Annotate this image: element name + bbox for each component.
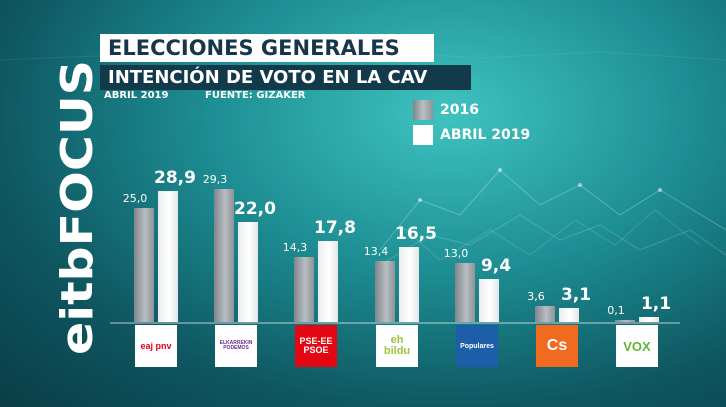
value-label-2016: 0,1 (607, 304, 625, 317)
value-label-2019: 16,5 (395, 223, 437, 244)
value-label-2019: 3,1 (560, 284, 592, 305)
value-label-2016: 14,3 (282, 240, 308, 254)
value-label-2016: 25,0 (122, 192, 148, 206)
legend-swatch-2019 (413, 125, 433, 145)
party-logo-cs: Cs (536, 325, 578, 367)
bar-2016 (455, 262, 475, 322)
party-logo-text: Cs (546, 337, 568, 354)
bar-2016 (294, 256, 314, 322)
bar-2019 (158, 190, 178, 322)
value-label-2019: 17,8 (314, 218, 356, 238)
party-logo-podemos: ELKARREKIN PODEMOS (215, 325, 257, 367)
legend-swatch-2016 (413, 100, 433, 120)
party-logo-text: Populares (460, 342, 494, 350)
party-logo-pnv: eaj pnv (135, 325, 177, 367)
chart-source: FUENTE: GIZAKER (205, 90, 306, 101)
party-logo-text: PSE-EE PSOE (299, 336, 333, 355)
value-label-2019: 22,0 (234, 198, 276, 219)
eitb-focus-logo: eitbFOCUS (52, 60, 100, 355)
chart-subtitle: INTENCIÓN DE VOTO EN LA CAV (100, 65, 471, 90)
legend-label-2016: 2016 (440, 102, 479, 118)
bar-2019 (639, 316, 659, 322)
party-logo-text: ELKARREKIN PODEMOS (219, 340, 253, 351)
chart-title: ELECCIONES GENERALES (100, 34, 434, 62)
value-label-2016: 29,3 (202, 172, 228, 186)
party-logo-bildu: eh bildu (376, 325, 418, 367)
bar-2016 (134, 208, 154, 322)
party-logo-text: VOX (623, 338, 651, 354)
party-logo-pp: Populares (456, 325, 498, 367)
bar-2016 (214, 188, 234, 322)
party-logo-text: eaj pnv (140, 340, 172, 351)
value-label-2016: 3,6 (527, 289, 545, 303)
party-logo-vox: VOX (616, 325, 658, 367)
chart-baseline (110, 322, 680, 324)
party-logo-text: eh bildu (383, 334, 411, 357)
chart-date: ABRIL 2019 (104, 90, 169, 101)
bar-2019 (318, 241, 338, 322)
bar-2019 (559, 307, 579, 322)
bar-2016 (375, 261, 395, 322)
brand-text: eitbFOCUS (52, 60, 100, 355)
legend-label-2019: ABRIL 2019 (440, 127, 531, 143)
value-label-2019: 9,4 (480, 256, 512, 277)
value-label-2016: 13,4 (363, 245, 389, 259)
bar-2016 (535, 305, 555, 322)
bar-2019 (238, 221, 258, 322)
bar-2019 (399, 246, 419, 322)
value-label-2019: 28,9 (154, 167, 196, 188)
bar-2016 (615, 320, 635, 322)
value-label-2016: 13,0 (443, 246, 469, 260)
party-logo-psoe: PSE-EE PSOE (295, 325, 337, 367)
bar-2019 (479, 279, 499, 322)
value-label-2019: 1,1 (640, 293, 672, 314)
